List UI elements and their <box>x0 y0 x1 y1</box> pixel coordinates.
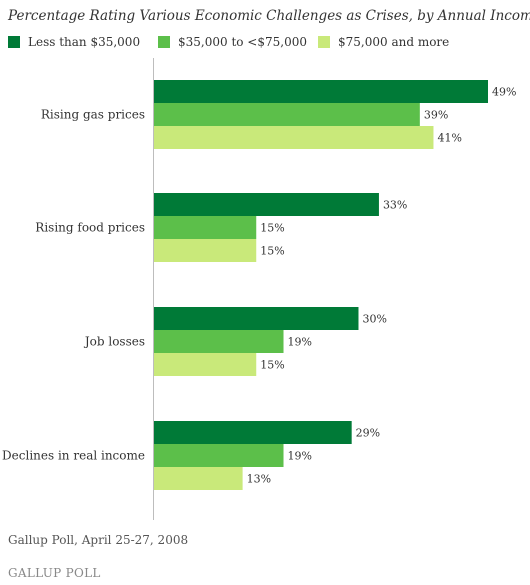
bar-3-2 <box>154 330 284 353</box>
legend: Less than $35,000 $35,000 to <$75,000 $75,… <box>8 35 449 49</box>
bar-4-1 <box>154 421 352 444</box>
value-label-3-3: 15% <box>260 359 284 372</box>
bar-3-3 <box>154 353 257 376</box>
bar-1-3 <box>154 126 434 149</box>
value-label-4-2: 19% <box>288 450 312 463</box>
category-labels: Rising gas prices Rising food prices Job l… <box>2 108 145 463</box>
legend-swatch-1 <box>8 36 20 48</box>
value-label-3-1: 30% <box>362 313 386 326</box>
legend-label-1: Less than $35,000 <box>28 35 140 49</box>
chart-title: Percentage Rating Various Economic Chall… <box>7 8 530 24</box>
value-label-1-2: 39% <box>424 109 448 122</box>
source-note: Gallup Poll, April 25-27, 2008 <box>8 533 188 547</box>
bar-3-1 <box>154 307 359 330</box>
legend-swatch-3 <box>318 36 330 48</box>
value-label-2-2: 15% <box>260 222 284 235</box>
category-label-4: Declines in real income <box>2 449 145 463</box>
value-label-1-1: 49% <box>492 86 516 99</box>
bar-2-1 <box>154 193 379 216</box>
legend-swatch-2 <box>158 36 170 48</box>
value-label-2-1: 33% <box>383 199 407 212</box>
value-labels: 49% 39% 41% 33% 15% 15% 30% 19% 15% 29% 19% 13% <box>247 86 517 486</box>
category-label-1: Rising gas prices <box>41 108 145 122</box>
legend-label-3: $75,000 and more <box>338 35 449 49</box>
gallup-logo: GALLUP POLL <box>8 566 101 580</box>
bar-2-3 <box>154 239 257 262</box>
bar-4-3 <box>154 467 243 490</box>
bar-1-2 <box>154 103 420 126</box>
category-label-2: Rising food prices <box>35 221 145 235</box>
bar-4-2 <box>154 444 284 467</box>
legend-label-2: $35,000 to <$75,000 <box>178 35 307 49</box>
value-label-1-3: 41% <box>437 132 461 145</box>
bar-1-1 <box>154 80 488 103</box>
bars <box>154 80 488 490</box>
value-label-2-3: 15% <box>260 245 284 258</box>
value-label-4-3: 13% <box>247 473 271 486</box>
bar-2-2 <box>154 216 257 239</box>
value-label-3-2: 19% <box>288 336 312 349</box>
value-label-4-1: 29% <box>356 427 380 440</box>
category-label-3: Job losses <box>83 335 145 349</box>
